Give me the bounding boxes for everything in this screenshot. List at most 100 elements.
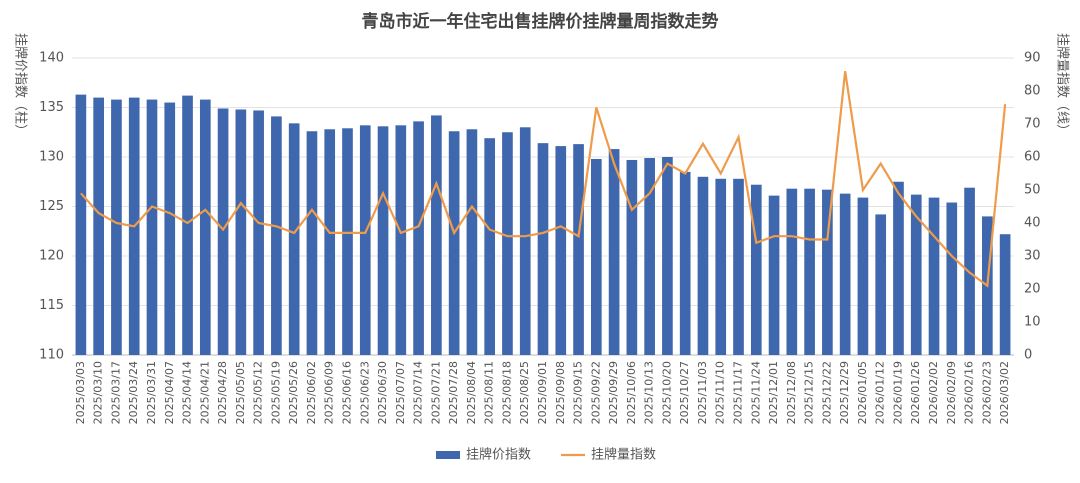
- y-axis-label: 挂牌价指数（柱）: [13, 33, 29, 137]
- bar: [804, 188, 815, 355]
- bar: [893, 181, 904, 355]
- x-tick-label: 2025/07/07: [394, 361, 407, 424]
- legend-label: 挂牌量指数: [591, 447, 656, 463]
- y2-tick-label: 0: [1024, 348, 1032, 363]
- x-tick-label: 2025/07/21: [429, 361, 442, 424]
- y-tick-label: 115: [39, 298, 64, 313]
- legend-label: 挂牌价指数: [466, 447, 531, 463]
- bar: [377, 126, 389, 355]
- x-tick-label: 2025/07/14: [412, 361, 425, 424]
- bar: [662, 157, 673, 355]
- legend-swatch: [436, 451, 460, 459]
- x-tick-label: 2026/02/23: [980, 361, 993, 424]
- bar: [733, 178, 744, 355]
- x-tick-label: 2025/12/15: [803, 361, 816, 424]
- bar: [875, 214, 887, 355]
- x-tick-label: 2026/02/02: [927, 361, 940, 424]
- y-tick-label: 130: [39, 150, 64, 165]
- bar: [999, 234, 1011, 355]
- y-tick-label: 135: [39, 100, 64, 115]
- y2-tick-label: 10: [1024, 315, 1041, 330]
- x-tick-label: 2025/05/12: [252, 361, 265, 424]
- bar: [839, 193, 851, 355]
- y-tick-label: 110: [39, 348, 64, 363]
- bar: [413, 121, 424, 355]
- y2-tick-label: 40: [1024, 216, 1041, 231]
- x-tick-label: 2025/04/07: [163, 361, 176, 424]
- y2-tick-label: 80: [1024, 84, 1041, 99]
- x-tick-label: 2025/11/03: [696, 361, 709, 424]
- x-tick-label: 2025/03/03: [74, 361, 87, 424]
- bar: [750, 184, 762, 355]
- y-tick-label: 125: [39, 199, 64, 214]
- x-tick-label: 2025/04/14: [181, 361, 194, 424]
- bar: [822, 189, 833, 355]
- x-tick-label: 2026/01/19: [891, 361, 904, 424]
- bar: [946, 202, 958, 355]
- x-tick-label: 2025/09/15: [572, 361, 585, 424]
- bar: [555, 146, 567, 355]
- bar: [857, 197, 869, 355]
- x-tick-label: 2025/09/08: [554, 361, 567, 424]
- x-tick-label: 2025/12/08: [785, 361, 798, 424]
- x-tick-label: 2025/05/19: [269, 361, 282, 424]
- chart-title: 青岛市近一年住宅出售挂牌价挂牌量周指数走势: [362, 11, 719, 32]
- bar: [573, 144, 584, 355]
- x-tick-label: 2025/05/05: [234, 361, 247, 424]
- bar: [253, 110, 264, 355]
- bar: [910, 194, 922, 355]
- bar: [537, 143, 549, 355]
- x-tick-label: 2025/06/30: [376, 361, 389, 424]
- x-tick-label: 2025/06/16: [340, 361, 353, 424]
- x-tick-label: 2025/08/04: [465, 361, 478, 424]
- bar: [182, 95, 193, 356]
- bar: [146, 99, 158, 355]
- x-tick-label: 2025/10/20: [660, 361, 673, 424]
- bar: [431, 115, 442, 355]
- x-tick-label: 2026/01/12: [874, 361, 887, 424]
- y2-tick-label: 50: [1024, 183, 1041, 198]
- y2-tick-label: 20: [1024, 282, 1041, 297]
- x-tick-label: 2025/03/17: [109, 361, 122, 424]
- bar: [466, 129, 478, 355]
- bar: [697, 176, 709, 355]
- x-tick-label: 2025/09/22: [589, 361, 602, 424]
- x-tick-label: 2025/05/26: [287, 361, 300, 424]
- bar: [502, 132, 513, 355]
- bar: [324, 129, 336, 355]
- bar: [679, 171, 691, 355]
- x-tick-label: 2025/10/06: [625, 361, 638, 424]
- bar: [928, 197, 940, 355]
- bar: [359, 125, 371, 355]
- x-tick-label: 2025/09/01: [536, 361, 549, 424]
- x-tick-label: 2026/03/02: [998, 361, 1011, 424]
- x-tick-label: 2025/08/11: [483, 361, 496, 424]
- x-tick-label: 2025/04/21: [198, 361, 211, 424]
- x-tick-label: 2025/03/31: [145, 361, 158, 424]
- y2-axis-label: 挂牌量指数（线）: [1055, 33, 1071, 137]
- bar: [519, 127, 531, 355]
- x-tick-label: 2025/08/18: [500, 361, 513, 424]
- bar: [288, 123, 300, 355]
- x-tick-label: 2025/04/28: [216, 361, 229, 424]
- x-tick-label: 2025/07/28: [447, 361, 460, 424]
- x-tick-label: 2025/11/10: [714, 361, 727, 424]
- x-tick-label: 2025/06/23: [358, 361, 371, 424]
- x-tick-label: 2025/12/22: [820, 361, 833, 424]
- x-tick-label: 2025/03/24: [127, 361, 140, 424]
- y-tick-label: 140: [39, 51, 64, 66]
- bar: [768, 195, 780, 355]
- bar: [271, 116, 282, 355]
- x-tick-label: 2025/10/27: [678, 361, 691, 424]
- bar: [75, 94, 87, 355]
- x-tick-label: 2025/08/25: [518, 361, 531, 424]
- bar: [484, 138, 496, 355]
- line: [80, 71, 1007, 288]
- y2-tick-label: 60: [1024, 150, 1041, 165]
- x-tick-label: 2026/01/26: [909, 361, 922, 424]
- bar: [217, 108, 229, 356]
- x-tick-label: 2026/02/09: [945, 361, 958, 424]
- y2-tick-label: 90: [1024, 51, 1041, 66]
- bar: [715, 178, 727, 355]
- x-tick-label: 2025/09/29: [607, 361, 620, 424]
